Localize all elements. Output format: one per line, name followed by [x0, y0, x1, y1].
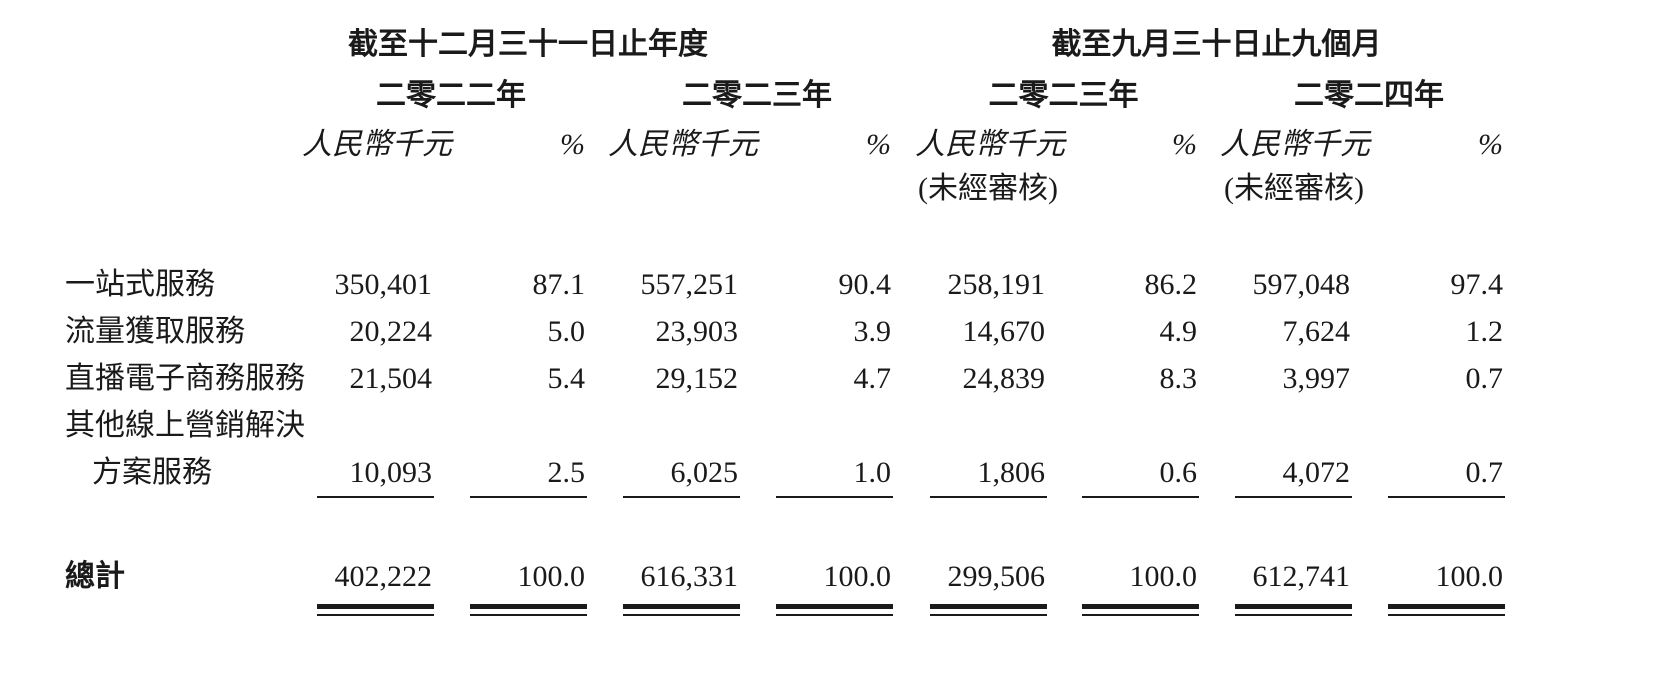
cell-value: 1.0	[853, 456, 892, 489]
subtotal-underline	[1082, 496, 1199, 498]
total-value: 612,741	[1252, 560, 1351, 593]
year-header: 二零二三年	[988, 79, 1139, 112]
row-label: 流量獲取服務	[65, 315, 245, 348]
cell-value: 557,251	[640, 268, 739, 301]
total-double-underline	[470, 604, 587, 609]
cell-value: 14,670	[962, 315, 1046, 348]
cell-value: 3.9	[853, 315, 892, 348]
row-label: 直播電子商務服務	[65, 362, 305, 395]
total-double-underline	[1388, 614, 1505, 616]
total-double-underline	[930, 614, 1047, 616]
cell-value: 1.2	[1465, 315, 1504, 348]
total-double-underline	[317, 614, 434, 616]
percent-header: %	[866, 128, 891, 161]
total-double-underline	[1388, 604, 1505, 609]
cell-value: 5.4	[547, 362, 586, 395]
period-header: 截至九月三十日止九個月	[1051, 28, 1382, 61]
year-header: 二零二四年	[1294, 79, 1444, 112]
period-header: 截至十二月三十一日止年度	[348, 28, 708, 61]
row-label: 方案服務	[92, 456, 212, 489]
cell-value: 29,152	[655, 362, 739, 395]
subtotal-underline	[776, 496, 893, 498]
cell-value: 90.4	[838, 268, 892, 301]
cell-value: 8.3	[1159, 362, 1198, 395]
total-double-underline	[776, 604, 893, 609]
total-double-underline	[623, 604, 740, 609]
unaudited-note: (未經審核)	[1224, 172, 1364, 205]
subtotal-underline	[623, 496, 740, 498]
cell-value: 23,903	[655, 315, 739, 348]
total-value: 100.0	[1435, 560, 1504, 593]
total-double-underline	[317, 604, 434, 609]
total-double-underline	[1235, 614, 1352, 616]
cell-value: 6,025	[670, 456, 739, 489]
cell-value: 86.2	[1144, 268, 1198, 301]
year-header: 二零二二年	[376, 79, 526, 112]
cell-value: 24,839	[962, 362, 1046, 395]
total-double-underline	[930, 604, 1047, 609]
total-double-underline	[1082, 604, 1199, 609]
total-value: 402,222	[334, 560, 433, 593]
total-double-underline	[1235, 604, 1352, 609]
total-value: 616,331	[640, 560, 739, 593]
percent-header: %	[560, 128, 585, 161]
subtotal-underline	[470, 496, 587, 498]
cell-value: 87.1	[532, 268, 586, 301]
cell-value: 258,191	[947, 268, 1046, 301]
cell-value: 4.9	[1159, 315, 1198, 348]
cell-value: 20,224	[349, 315, 433, 348]
subtotal-underline	[930, 496, 1047, 498]
total-value: 299,506	[947, 560, 1046, 593]
cell-value: 7,624	[1282, 315, 1351, 348]
subtotal-underline	[1388, 496, 1505, 498]
unit-header: 人民幣千元	[302, 128, 452, 161]
cell-value: 10,093	[349, 456, 433, 489]
cell-value: 4.7	[853, 362, 892, 395]
cell-value: 2.5	[547, 456, 586, 489]
unit-header: 人民幣千元	[608, 128, 758, 161]
percent-header: %	[1172, 128, 1197, 161]
unit-header: 人民幣千元	[915, 128, 1065, 161]
total-double-underline	[1082, 614, 1199, 616]
subtotal-underline	[317, 496, 434, 498]
total-value: 100.0	[823, 560, 892, 593]
unit-header: 人民幣千元	[1220, 128, 1370, 161]
cell-value: 0.6	[1159, 456, 1198, 489]
row-label: 一站式服務	[65, 268, 215, 301]
subtotal-underline	[1235, 496, 1352, 498]
cell-value: 21,504	[349, 362, 433, 395]
cell-value: 5.0	[547, 315, 586, 348]
percent-header: %	[1478, 128, 1503, 161]
cell-value: 350,401	[334, 268, 433, 301]
year-header: 二零二三年	[682, 79, 832, 112]
cell-value: 0.7	[1465, 362, 1504, 395]
total-double-underline	[776, 614, 893, 616]
total-label: 總計	[65, 560, 125, 593]
row-label: 其他線上營銷解決	[65, 409, 305, 442]
total-value: 100.0	[1129, 560, 1198, 593]
cell-value: 97.4	[1450, 268, 1504, 301]
total-value: 100.0	[517, 560, 586, 593]
cell-value: 1,806	[977, 456, 1046, 489]
cell-value: 3,997	[1282, 362, 1351, 395]
total-double-underline	[470, 614, 587, 616]
total-double-underline	[623, 614, 740, 616]
cell-value: 0.7	[1465, 456, 1504, 489]
cell-value: 4,072	[1282, 456, 1351, 489]
unaudited-note: (未經審核)	[918, 172, 1058, 205]
cell-value: 597,048	[1252, 268, 1351, 301]
